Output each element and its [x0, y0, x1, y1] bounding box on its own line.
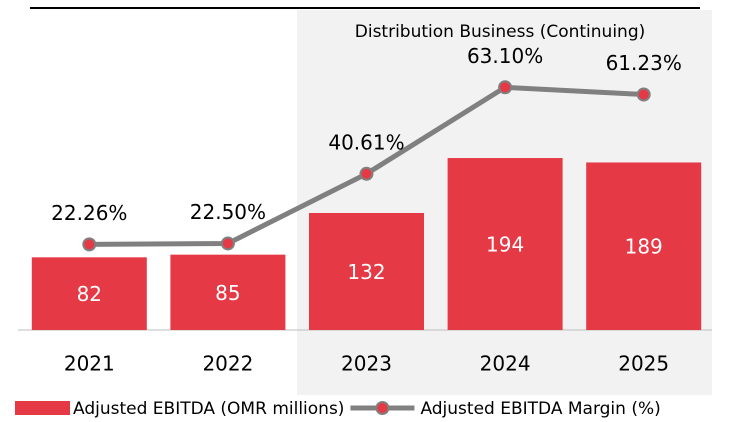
legend-marker: [375, 401, 390, 415]
bar-value-label: 132: [347, 260, 385, 284]
bar-value-label: 189: [625, 235, 663, 259]
bar-value-label: 85: [215, 281, 240, 305]
bar: [170, 254, 286, 330]
legend-swatch: [15, 401, 70, 415]
x-tick-label: 2022: [202, 352, 253, 376]
legend-label: Adjusted EBITDA Margin (%): [420, 399, 660, 419]
x-tick-label: 2023: [341, 352, 392, 376]
bar-value-label: 194: [486, 233, 524, 257]
line-value-label: 61.23%: [606, 51, 682, 75]
line-marker: [359, 166, 374, 181]
legend-label: Adjusted EBITDA (OMR millions): [73, 399, 344, 419]
bar: [31, 257, 147, 330]
line-marker: [220, 236, 235, 251]
x-tick-label: 2021: [64, 352, 115, 376]
x-tick-label: 2025: [618, 352, 669, 376]
line-value-label: 22.50%: [190, 200, 266, 224]
bar-value-label: 82: [77, 282, 102, 306]
x-tick-label: 2024: [480, 352, 531, 376]
annotation: Distribution Business (Continuing): [355, 22, 646, 42]
bar: [586, 162, 702, 330]
line-marker: [82, 237, 97, 252]
bar: [309, 212, 424, 330]
bar: [447, 158, 563, 330]
line-marker: [636, 87, 651, 102]
line-value-label: 63.10%: [467, 44, 543, 68]
line-marker: [498, 80, 513, 95]
line-value-label: 22.26%: [51, 201, 127, 225]
line-value-label: 40.61%: [328, 130, 404, 154]
